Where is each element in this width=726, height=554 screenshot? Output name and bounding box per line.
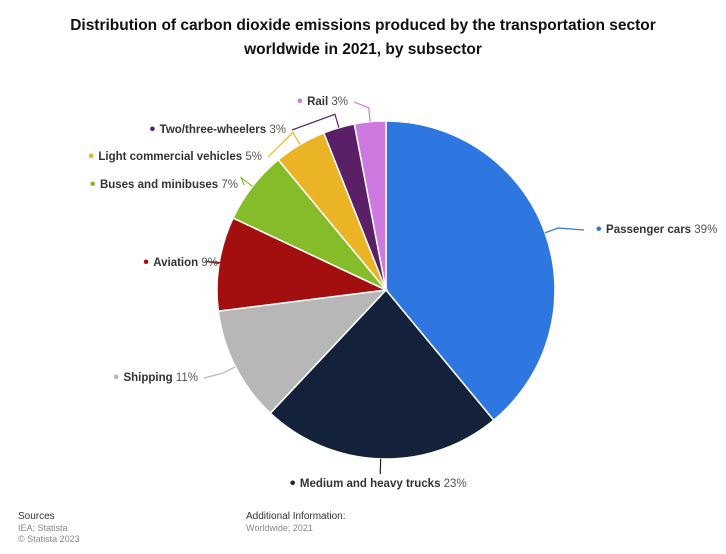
chart-title: Distribution of carbon dioxide emissions… [40, 14, 686, 62]
additional-info-line: Worldwide; 2021 [246, 523, 313, 533]
slice-label: • Two/three-wheelers 3% [150, 121, 286, 138]
chart-title-line-2: worldwide in 2021, by subsector [244, 41, 482, 58]
copyright-line: © Statista 2023 [18, 534, 80, 544]
connector-line [291, 113, 340, 131]
slice-label: • Rail 3% [297, 93, 348, 110]
additional-info-title: Additional Information: [246, 511, 346, 522]
slice-label: • Light commercial vehicles 5% [88, 148, 262, 165]
pie-slice-aviation[interactable] [216, 217, 389, 313]
connector-line [353, 101, 371, 122]
slice-label: • Passenger cars 39% [596, 221, 717, 238]
connector-line [267, 131, 301, 158]
pie-slice-medium-and-heavy-trucks[interactable] [269, 288, 495, 460]
connector-line [205, 260, 225, 265]
slice-label: • Buses and minibuses 7% [90, 176, 238, 193]
slice-label: • Aviation 9% [143, 254, 218, 271]
sources-title: Sources [18, 511, 55, 522]
connector-line [544, 227, 585, 234]
slice-label: • Shipping 11% [113, 369, 198, 386]
pie-slice-passenger-cars[interactable] [385, 120, 556, 422]
chart-title-line-1: Distribution of carbon dioxide emissions… [70, 17, 656, 34]
additional-info-block: Additional Information: Worldwide; 2021 [246, 511, 346, 534]
sources-block: Sources IEA; Statista © Statista 2023 [18, 511, 80, 545]
slice-label: • Medium and heavy trucks 23% [290, 475, 467, 492]
sources-line: IEA; Statista [18, 523, 68, 533]
connector-line [240, 176, 253, 187]
connector-line [203, 366, 236, 379]
pie-slice-shipping[interactable] [217, 288, 388, 415]
